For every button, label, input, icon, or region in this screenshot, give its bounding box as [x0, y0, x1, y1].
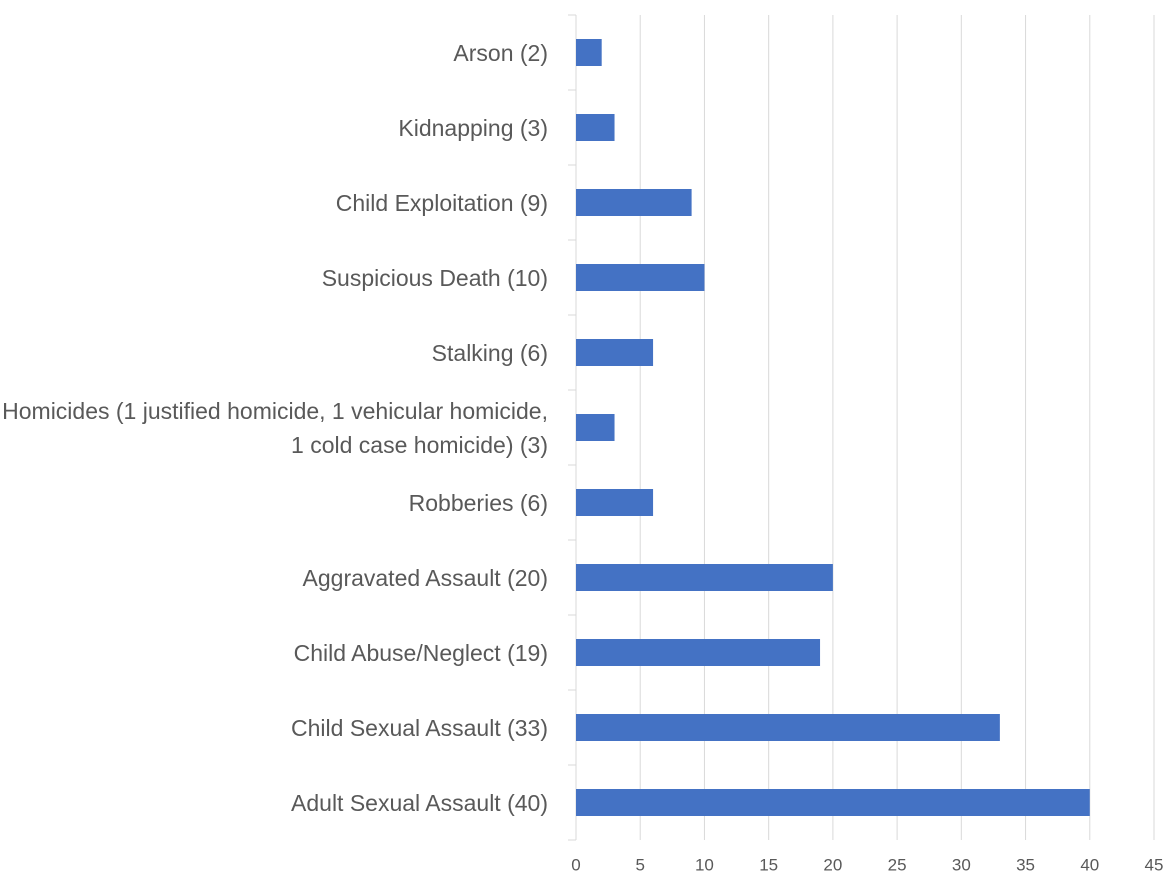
- bar: [576, 489, 654, 516]
- bar: [576, 264, 705, 291]
- y-tick-label: Homicides (1 justified homicide, 1 vehic…: [2, 397, 548, 458]
- bar: [576, 114, 615, 141]
- y-tick-label: Child Sexual Assault (33): [291, 714, 548, 741]
- bar: [576, 639, 821, 666]
- y-tick-label: Child Exploitation (9): [335, 189, 548, 216]
- bar: [576, 189, 692, 216]
- x-tick-label: 40: [1080, 855, 1099, 874]
- bar: [576, 339, 654, 366]
- x-tick-label: 30: [952, 855, 971, 874]
- x-tick-label: 45: [1145, 855, 1164, 874]
- y-tick-label: Robberies (6): [408, 489, 548, 516]
- x-tick-label: 0: [571, 855, 580, 874]
- x-tick-label: 5: [635, 855, 644, 874]
- bar: [576, 714, 1000, 741]
- y-tick-label: Kidnapping (3): [398, 114, 548, 141]
- bar: [576, 39, 602, 66]
- x-tick-label: 15: [759, 855, 778, 874]
- bar: [576, 414, 615, 441]
- bar: [576, 564, 833, 591]
- y-tick-label: Adult Sexual Assault (40): [291, 789, 548, 816]
- y-tick-label: Aggravated Assault (20): [302, 564, 548, 591]
- bar: [576, 789, 1090, 816]
- y-tick-label: Stalking (6): [431, 339, 548, 366]
- x-tick-label: 35: [1016, 855, 1035, 874]
- x-tick-label: 25: [888, 855, 907, 874]
- x-tick-label: 10: [695, 855, 714, 874]
- y-tick-label: Arson (2): [453, 39, 548, 66]
- y-tick-label: Child Abuse/Neglect (19): [293, 639, 548, 666]
- x-tick-label: 20: [823, 855, 842, 874]
- y-tick-label: Suspicious Death (10): [321, 264, 548, 291]
